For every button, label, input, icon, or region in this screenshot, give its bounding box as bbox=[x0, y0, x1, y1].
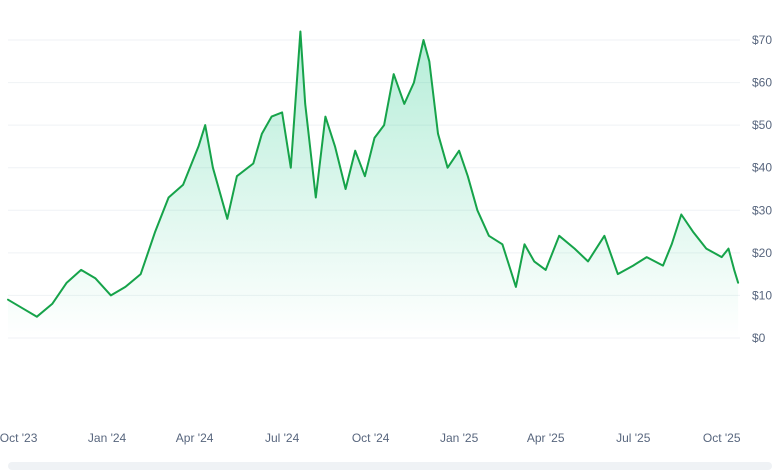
price-line[interactable] bbox=[7, 30, 740, 318]
price-point[interactable] bbox=[446, 166, 450, 170]
x-tick-label: Apr '24 bbox=[176, 431, 214, 445]
y-tick-label: $20 bbox=[752, 246, 772, 260]
x-tick-label: Jan '25 bbox=[440, 431, 479, 445]
price-point[interactable] bbox=[412, 81, 416, 85]
price-point[interactable] bbox=[457, 149, 461, 153]
price-point[interactable] bbox=[691, 230, 695, 234]
price-point[interactable] bbox=[65, 281, 69, 285]
price-point[interactable] bbox=[487, 234, 491, 238]
price-point[interactable] bbox=[35, 315, 39, 319]
price-point[interactable] bbox=[661, 264, 665, 268]
x-tick-label: Oct '25 bbox=[703, 431, 741, 445]
price-point[interactable] bbox=[544, 268, 548, 272]
price-area bbox=[8, 31, 739, 338]
x-tick-label: Oct '23 bbox=[0, 431, 38, 445]
price-point[interactable] bbox=[298, 29, 302, 33]
price-point[interactable] bbox=[500, 242, 504, 246]
price-point[interactable] bbox=[532, 259, 536, 263]
price-point[interactable] bbox=[645, 255, 649, 259]
price-point[interactable] bbox=[235, 174, 239, 178]
y-tick-label: $40 bbox=[752, 161, 772, 175]
price-point[interactable] bbox=[631, 264, 635, 268]
x-tick-label: Apr '25 bbox=[527, 431, 565, 445]
price-point[interactable] bbox=[392, 72, 396, 76]
price-point[interactable] bbox=[586, 259, 590, 263]
price-point[interactable] bbox=[372, 136, 376, 140]
x-tick-label: Oct '24 bbox=[352, 431, 390, 445]
price-point[interactable] bbox=[314, 196, 318, 200]
price-point[interactable] bbox=[167, 196, 171, 200]
price-point[interactable] bbox=[704, 247, 708, 251]
price-point[interactable] bbox=[602, 234, 606, 238]
price-point[interactable] bbox=[280, 110, 284, 114]
x-tick-label: Jul '24 bbox=[265, 431, 300, 445]
price-point[interactable] bbox=[251, 161, 255, 165]
price-point[interactable] bbox=[260, 132, 264, 136]
price-line-layer[interactable] bbox=[6, 29, 740, 318]
price-point[interactable] bbox=[736, 281, 740, 285]
price-point[interactable] bbox=[123, 285, 127, 289]
price-point[interactable] bbox=[323, 115, 327, 119]
price-point[interactable] bbox=[732, 268, 736, 272]
price-point[interactable] bbox=[523, 242, 527, 246]
x-tick-label: Jan '24 bbox=[88, 431, 127, 445]
price-point[interactable] bbox=[427, 59, 431, 63]
price-point[interactable] bbox=[303, 102, 307, 106]
y-axis-ticks: $0 $10 $20 $30 $40 $50 $60 $70 bbox=[752, 33, 772, 345]
price-area-layer bbox=[8, 31, 739, 338]
y-tick-label: $70 bbox=[752, 33, 772, 47]
y-tick-label: $30 bbox=[752, 203, 772, 217]
price-point[interactable] bbox=[79, 268, 83, 272]
price-point[interactable] bbox=[402, 102, 406, 106]
price-point[interactable] bbox=[514, 285, 518, 289]
price-point[interactable] bbox=[50, 302, 54, 306]
price-point[interactable] bbox=[557, 234, 561, 238]
price-point[interactable] bbox=[6, 298, 10, 302]
price-point[interactable] bbox=[436, 132, 440, 136]
x-axis-ticks: Oct '23 Jan '24 Apr '24 Jul '24 Oct '24 Jan '… bbox=[0, 431, 741, 445]
price-point[interactable] bbox=[225, 217, 229, 221]
price-point[interactable] bbox=[670, 242, 674, 246]
price-point[interactable] bbox=[344, 187, 348, 191]
price-point[interactable] bbox=[720, 255, 724, 259]
price-point[interactable] bbox=[363, 174, 367, 178]
y-tick-label: $10 bbox=[752, 288, 772, 302]
x-tick-label: Jul '25 bbox=[616, 431, 651, 445]
time-range-scrollbar[interactable] bbox=[8, 462, 772, 470]
price-point[interactable] bbox=[466, 174, 470, 178]
price-point[interactable] bbox=[153, 230, 157, 234]
price-point[interactable] bbox=[616, 272, 620, 276]
price-point[interactable] bbox=[181, 183, 185, 187]
price-point[interactable] bbox=[382, 123, 386, 127]
price-point[interactable] bbox=[475, 208, 479, 212]
y-tick-label: $60 bbox=[752, 76, 772, 90]
price-point[interactable] bbox=[94, 276, 98, 280]
price-point[interactable] bbox=[109, 293, 113, 297]
price-point[interactable] bbox=[726, 247, 730, 251]
price-point[interactable] bbox=[270, 115, 274, 119]
y-tick-label: $0 bbox=[752, 331, 766, 345]
price-point[interactable] bbox=[289, 166, 293, 170]
price-point[interactable] bbox=[203, 123, 207, 127]
price-point[interactable] bbox=[196, 144, 200, 148]
price-point[interactable] bbox=[211, 166, 215, 170]
price-point[interactable] bbox=[573, 247, 577, 251]
price-point[interactable] bbox=[353, 149, 357, 153]
price-point[interactable] bbox=[20, 306, 24, 310]
price-point[interactable] bbox=[679, 213, 683, 217]
price-point[interactable] bbox=[422, 38, 426, 42]
price-point[interactable] bbox=[139, 272, 143, 276]
y-tick-label: $50 bbox=[752, 118, 772, 132]
price-point[interactable] bbox=[333, 144, 337, 148]
